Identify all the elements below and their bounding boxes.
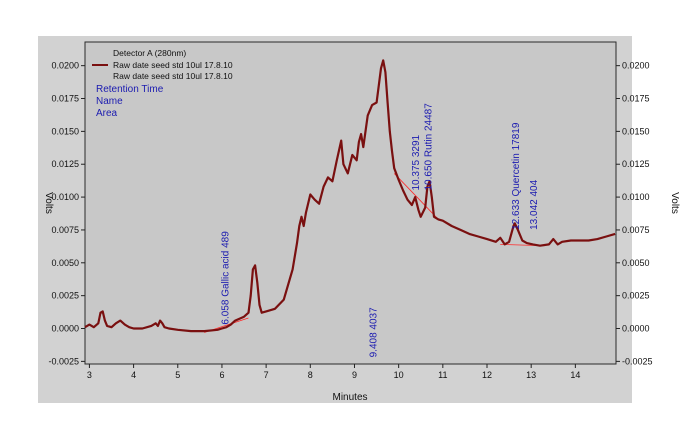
y-tick-label-left: 0.0200 (51, 61, 79, 71)
x-tick-label: 11 (438, 370, 447, 380)
x-tick-label: 7 (264, 370, 269, 380)
x-axis-title: Minutes (332, 392, 367, 403)
x-axis: 3 4 5 6 7 8 9 10 11 12 13 14 (87, 364, 580, 380)
x-tick-label: 5 (175, 370, 180, 380)
x-tick-label: 14 (570, 370, 580, 380)
y-tick-label-right: 0.0200 (622, 61, 650, 71)
y-tick-label-left: 0.0050 (51, 258, 79, 268)
y-tick-label-right: -0.0025 (622, 356, 653, 366)
legend-entry-1: Raw date seed std 10ul 17.8.10 (113, 60, 233, 70)
y-tick-label-left: 0.0100 (51, 192, 79, 202)
legend-entry-2: Raw date seed std 10ul 17.8.10 (113, 71, 233, 81)
y-axis-title-left: Volts (43, 192, 54, 214)
peak-label: 13.042 404 (529, 179, 540, 229)
peak-label: 6.058 Gallic acid 489 (221, 231, 232, 325)
y-axis-title-right: Volts (669, 192, 680, 214)
y-tick-label-right: 0.0075 (622, 225, 650, 235)
x-tick-label: 10 (394, 370, 404, 380)
y-tick-label-left: -0.0025 (48, 356, 79, 366)
y-tick-label-left: 0.0150 (51, 126, 79, 136)
y-axis-left: -0.0025 0.0000 0.0025 0.0050 0.0075 0.0100 0.0… (48, 61, 85, 366)
peak-labels: 6.058 Gallic acid 489 9.408 4037 10.375 32… (221, 103, 541, 358)
legend-label-retention-time: Retention Time (96, 84, 164, 95)
x-tick-label: 8 (308, 370, 313, 380)
legend: Detector A (280nm) Raw date seed std 10u… (92, 48, 233, 119)
x-tick-label: 9 (352, 370, 357, 380)
peak-label: 9.408 4037 (369, 307, 380, 357)
y-tick-label-left: 0.0175 (51, 94, 79, 104)
y-tick-label-left: 0.0000 (51, 324, 79, 334)
y-tick-label-right: 0.0050 (622, 258, 650, 268)
x-tick-label: 3 (87, 370, 92, 380)
y-tick-label-left: 0.0125 (51, 159, 79, 169)
x-tick-label: 12 (482, 370, 492, 380)
x-tick-label: 6 (219, 370, 224, 380)
legend-label-area: Area (96, 108, 118, 119)
peak-label: 10.375 3291 (411, 134, 422, 190)
peak-label: 10.650 Rutin 24487 (423, 103, 434, 191)
y-tick-label-right: 0.0150 (622, 126, 650, 136)
y-tick-label-right: 0.0000 (622, 324, 650, 334)
peak-label: 12.633 Quercetin 17819 (511, 122, 522, 230)
x-tick-label: 4 (131, 370, 136, 380)
y-tick-label-right: 0.0175 (622, 94, 650, 104)
legend-header: Detector A (280nm) (113, 48, 186, 58)
x-tick-label: 13 (526, 370, 536, 380)
y-tick-label-right: 0.0025 (622, 291, 650, 301)
y-axis-right: -0.0025 0.0000 0.0025 0.0050 0.0075 0.0100 0.0… (616, 61, 653, 366)
plot-area (84, 41, 617, 365)
legend-label-name: Name (96, 96, 123, 107)
baseline-segment (393, 173, 439, 220)
y-tick-label-right: 0.0100 (622, 192, 650, 202)
y-tick-label-right: 0.0125 (622, 159, 650, 169)
y-tick-label-left: 0.0075 (51, 225, 79, 235)
y-tick-label-left: 0.0025 (51, 291, 79, 301)
series-line (84, 59, 616, 333)
